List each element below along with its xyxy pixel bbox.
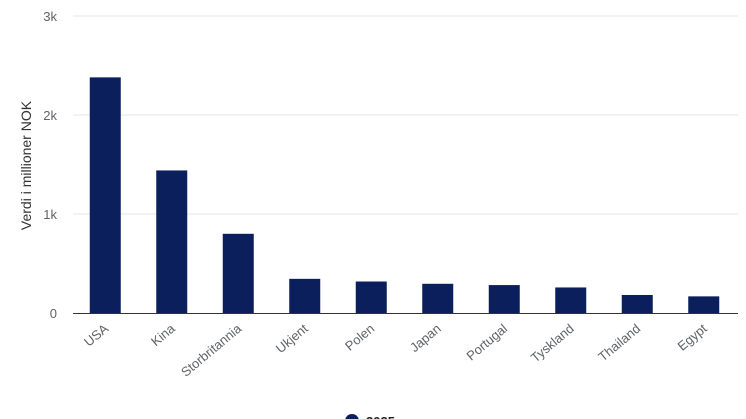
bars: [89, 77, 720, 313]
y-axis-ticks: 0 1k 2k 3k: [43, 9, 57, 321]
y-tick-label: 1k: [43, 207, 57, 222]
legend-marker[interactable]: [345, 414, 359, 419]
x-tick-label: Thailand: [595, 321, 643, 365]
bar[interactable]: [289, 278, 321, 313]
x-tick-label: Ukjent: [273, 321, 311, 356]
legend-label[interactable]: 2025: [366, 414, 395, 419]
x-axis-ticks: USA Kina Storbritannia Ukjent Polen Japan Port…: [81, 320, 710, 379]
bar[interactable]: [555, 287, 587, 313]
x-tick-label: Polen: [342, 321, 377, 354]
legend[interactable]: 2025: [345, 414, 395, 419]
bar[interactable]: [422, 283, 454, 313]
bar[interactable]: [688, 296, 720, 313]
bar[interactable]: [222, 233, 254, 313]
bar[interactable]: [621, 294, 653, 313]
x-tick-label: Japan: [407, 321, 444, 355]
bar[interactable]: [89, 77, 121, 313]
x-tick-label: USA: [81, 321, 111, 350]
x-tick-label: Egypt: [675, 321, 710, 354]
y-tick-label: 2k: [43, 108, 57, 123]
x-tick-label: Portugal: [463, 321, 510, 364]
x-tick-label: Kina: [148, 320, 178, 349]
x-tick-label: Storbritannia: [178, 320, 245, 379]
bar[interactable]: [488, 285, 520, 313]
y-tick-label: 0: [50, 306, 57, 321]
y-axis-label: Verdi i millioner NOK: [18, 100, 34, 230]
bar[interactable]: [156, 170, 188, 313]
y-tick-label: 3k: [43, 9, 57, 24]
bar[interactable]: [355, 281, 387, 313]
x-tick-label: Tyskland: [528, 321, 577, 365]
